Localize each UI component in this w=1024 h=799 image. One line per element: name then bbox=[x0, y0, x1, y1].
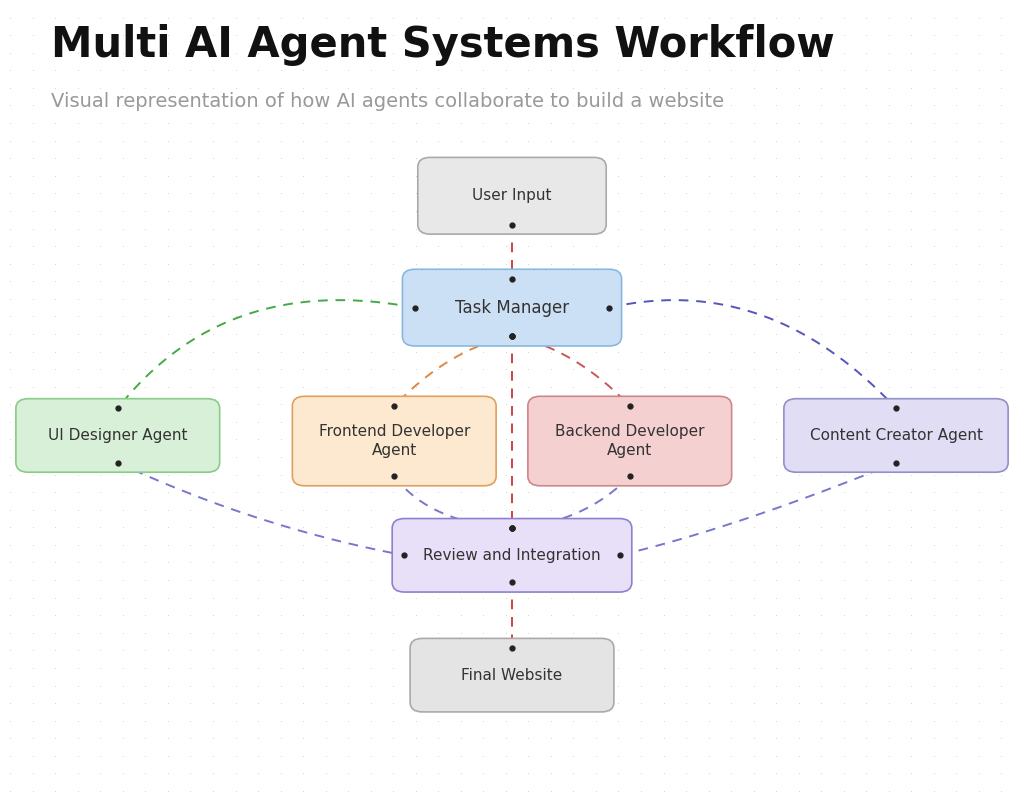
FancyBboxPatch shape bbox=[528, 396, 731, 486]
Text: Review and Integration: Review and Integration bbox=[423, 548, 601, 562]
Text: Content Creator Agent: Content Creator Agent bbox=[810, 428, 982, 443]
FancyBboxPatch shape bbox=[402, 269, 622, 346]
Text: User Input: User Input bbox=[472, 189, 552, 203]
FancyBboxPatch shape bbox=[418, 157, 606, 234]
Text: Frontend Developer
Agent: Frontend Developer Agent bbox=[318, 424, 470, 458]
Text: Visual representation of how AI agents collaborate to build a website: Visual representation of how AI agents c… bbox=[51, 92, 724, 111]
Text: UI Designer Agent: UI Designer Agent bbox=[48, 428, 187, 443]
Text: Final Website: Final Website bbox=[462, 668, 562, 682]
Text: Task Manager: Task Manager bbox=[455, 299, 569, 316]
FancyBboxPatch shape bbox=[293, 396, 496, 486]
FancyBboxPatch shape bbox=[16, 399, 219, 472]
FancyBboxPatch shape bbox=[784, 399, 1008, 472]
Text: Backend Developer
Agent: Backend Developer Agent bbox=[555, 424, 705, 458]
FancyBboxPatch shape bbox=[410, 638, 613, 712]
Text: Multi AI Agent Systems Workflow: Multi AI Agent Systems Workflow bbox=[51, 24, 835, 66]
FancyBboxPatch shape bbox=[392, 519, 632, 592]
